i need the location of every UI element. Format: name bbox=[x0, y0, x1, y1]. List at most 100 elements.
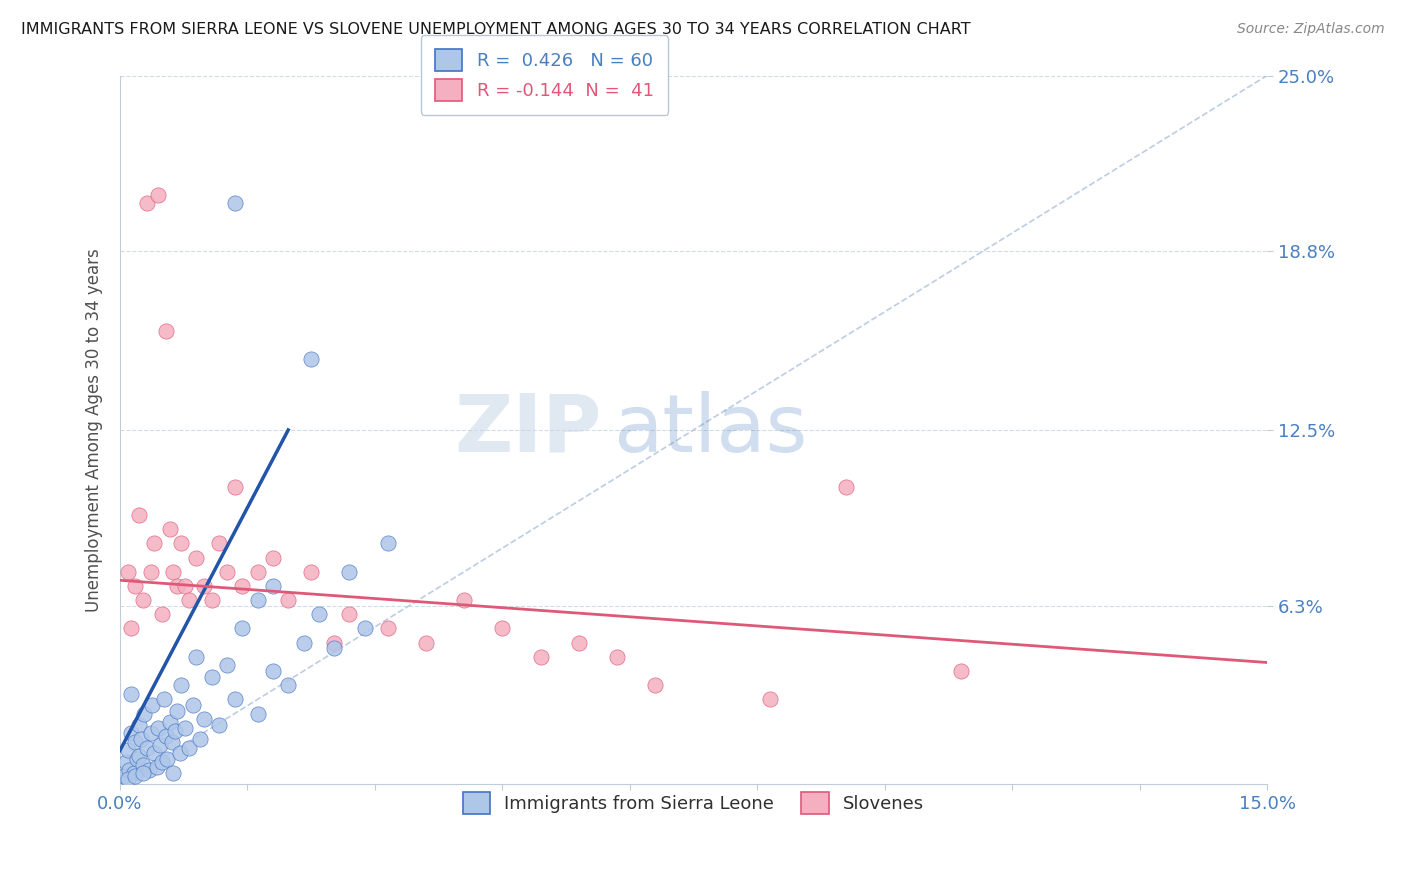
Point bbox=[415, 635, 437, 649]
Point bbox=[166, 579, 188, 593]
Point bbox=[188, 732, 211, 747]
Point bbox=[453, 593, 475, 607]
Point bbox=[128, 508, 150, 522]
Point bbox=[177, 593, 200, 607]
Point bbox=[277, 678, 299, 692]
Point bbox=[208, 718, 231, 732]
Point bbox=[149, 738, 172, 752]
Point bbox=[835, 480, 858, 494]
Point bbox=[124, 735, 146, 749]
Point bbox=[174, 579, 197, 593]
Point bbox=[950, 664, 973, 678]
Point bbox=[150, 607, 173, 622]
Point bbox=[148, 721, 170, 735]
Point bbox=[231, 622, 253, 636]
Point bbox=[143, 746, 166, 760]
Point bbox=[224, 196, 246, 211]
Y-axis label: Unemployment Among Ages 30 to 34 years: Unemployment Among Ages 30 to 34 years bbox=[86, 248, 103, 612]
Point bbox=[323, 635, 346, 649]
Point bbox=[132, 766, 155, 780]
Point bbox=[134, 706, 156, 721]
Legend: Immigrants from Sierra Leone, Slovenes: Immigrants from Sierra Leone, Slovenes bbox=[453, 781, 935, 825]
Point bbox=[117, 772, 139, 786]
Point bbox=[169, 746, 191, 760]
Point bbox=[120, 726, 142, 740]
Point bbox=[159, 522, 181, 536]
Point bbox=[155, 324, 177, 338]
Point bbox=[150, 755, 173, 769]
Point bbox=[606, 649, 628, 664]
Point bbox=[208, 536, 231, 550]
Point bbox=[125, 752, 148, 766]
Point bbox=[224, 692, 246, 706]
Point bbox=[131, 732, 153, 747]
Point bbox=[377, 622, 399, 636]
Point bbox=[170, 536, 193, 550]
Point bbox=[529, 649, 551, 664]
Point bbox=[156, 752, 179, 766]
Point bbox=[246, 706, 269, 721]
Point bbox=[135, 196, 157, 211]
Point bbox=[277, 593, 299, 607]
Point bbox=[162, 766, 184, 780]
Point bbox=[323, 641, 346, 656]
Point bbox=[138, 764, 160, 778]
Point bbox=[155, 729, 177, 743]
Point bbox=[568, 635, 591, 649]
Point bbox=[122, 766, 145, 780]
Point bbox=[193, 712, 215, 726]
Point bbox=[170, 678, 193, 692]
Point bbox=[246, 565, 269, 579]
Point bbox=[215, 658, 238, 673]
Point bbox=[139, 565, 162, 579]
Point bbox=[353, 622, 375, 636]
Point bbox=[299, 352, 322, 367]
Text: atlas: atlas bbox=[613, 391, 807, 469]
Point bbox=[124, 769, 146, 783]
Point bbox=[141, 698, 163, 712]
Point bbox=[262, 664, 284, 678]
Point bbox=[231, 579, 253, 593]
Text: ZIP: ZIP bbox=[454, 391, 602, 469]
Point bbox=[177, 740, 200, 755]
Point bbox=[117, 743, 139, 757]
Point bbox=[143, 536, 166, 550]
Point bbox=[115, 755, 138, 769]
Point bbox=[308, 607, 330, 622]
Point bbox=[262, 550, 284, 565]
Point bbox=[139, 726, 162, 740]
Point bbox=[377, 536, 399, 550]
Point bbox=[181, 698, 204, 712]
Point bbox=[292, 635, 315, 649]
Point bbox=[112, 769, 135, 783]
Point bbox=[153, 692, 176, 706]
Point bbox=[128, 718, 150, 732]
Point bbox=[120, 622, 142, 636]
Point bbox=[201, 593, 224, 607]
Text: IMMIGRANTS FROM SIERRA LEONE VS SLOVENE UNEMPLOYMENT AMONG AGES 30 TO 34 YEARS C: IMMIGRANTS FROM SIERRA LEONE VS SLOVENE … bbox=[21, 22, 970, 37]
Point bbox=[644, 678, 666, 692]
Point bbox=[186, 649, 208, 664]
Point bbox=[162, 565, 184, 579]
Point bbox=[132, 757, 155, 772]
Point bbox=[166, 704, 188, 718]
Point bbox=[339, 607, 361, 622]
Point bbox=[262, 579, 284, 593]
Point bbox=[201, 670, 224, 684]
Point bbox=[120, 687, 142, 701]
Point bbox=[128, 749, 150, 764]
Point bbox=[193, 579, 215, 593]
Point bbox=[759, 692, 782, 706]
Point bbox=[339, 565, 361, 579]
Point bbox=[186, 550, 208, 565]
Point bbox=[215, 565, 238, 579]
Point bbox=[159, 714, 181, 729]
Point bbox=[163, 723, 186, 738]
Point bbox=[132, 593, 155, 607]
Point bbox=[135, 740, 157, 755]
Point bbox=[491, 622, 513, 636]
Point bbox=[160, 735, 183, 749]
Text: Source: ZipAtlas.com: Source: ZipAtlas.com bbox=[1237, 22, 1385, 37]
Point bbox=[148, 187, 170, 202]
Point bbox=[118, 764, 141, 778]
